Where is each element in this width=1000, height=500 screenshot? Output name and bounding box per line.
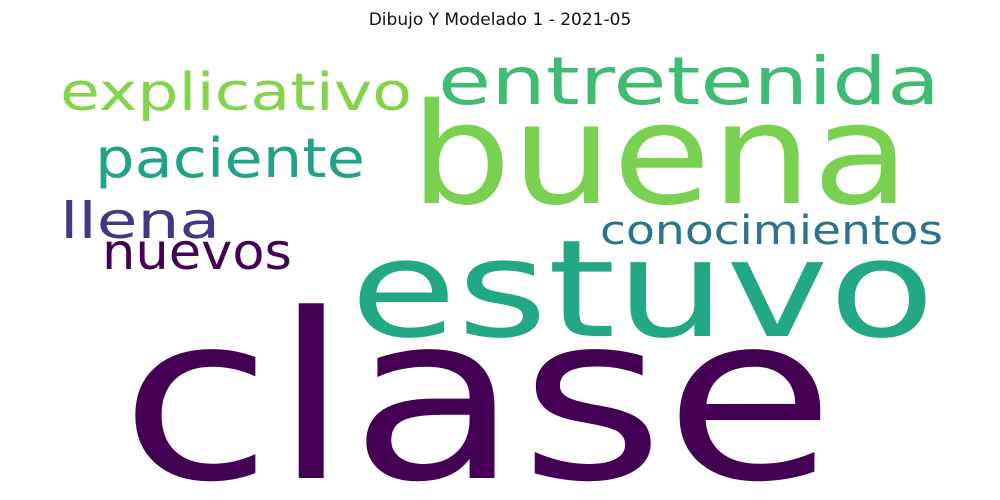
word-buena: buena [410, 74, 910, 237]
word-nuevos: nuevos [102, 223, 292, 281]
word-estuvo: estuvo [350, 211, 935, 368]
word-cloud-title: Dibujo Y Modelado 1 - 2021-05 [368, 10, 632, 30]
word-conocimientos: conocimientos [600, 208, 943, 254]
word-entretenida: entretenida [438, 43, 940, 120]
word-paciente: paciente [95, 127, 365, 190]
word-clase: clase [120, 266, 835, 500]
word-explicativo: explicativo [60, 63, 412, 123]
word-llena: llena [60, 192, 220, 250]
